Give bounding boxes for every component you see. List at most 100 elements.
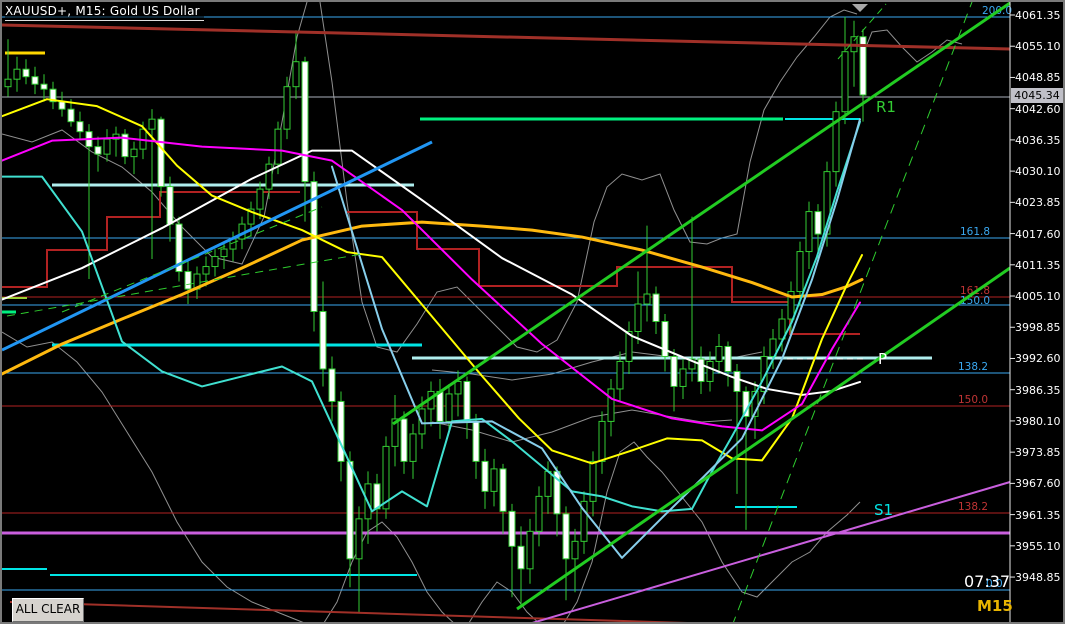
candle-body bbox=[130, 148, 138, 158]
candle-body bbox=[175, 223, 183, 273]
candle-body bbox=[778, 318, 786, 340]
candle-body bbox=[67, 108, 75, 123]
axis-price-label: 4042.60 bbox=[1015, 102, 1061, 116]
candle-body bbox=[112, 133, 120, 140]
candle-body bbox=[526, 530, 534, 570]
axis-price-label: 3955.10 bbox=[1015, 539, 1061, 553]
candle-body bbox=[22, 68, 30, 78]
axis-price-label: 3967.60 bbox=[1015, 477, 1061, 491]
candle-body bbox=[769, 338, 777, 357]
candle-body bbox=[373, 483, 381, 510]
candle-body bbox=[562, 513, 570, 560]
candle-body bbox=[724, 345, 732, 372]
axis-price-label: 4023.85 bbox=[1015, 196, 1061, 210]
level-label-fib-150r: 150.0 bbox=[958, 394, 988, 406]
candle-body bbox=[292, 61, 300, 88]
candle-body bbox=[634, 303, 642, 332]
axis-price-label: 3973.85 bbox=[1015, 446, 1061, 460]
candle-body bbox=[184, 271, 192, 290]
candle-body bbox=[355, 518, 363, 560]
candle-body bbox=[616, 360, 624, 390]
candle-body bbox=[508, 510, 516, 547]
band-line-3 bbox=[323, 521, 454, 622]
band-line-4 bbox=[468, 581, 539, 622]
candle-body bbox=[283, 86, 291, 130]
candle-body bbox=[814, 211, 822, 235]
candle-body bbox=[202, 266, 210, 275]
green-trend-upper bbox=[392, 2, 1011, 426]
down-arrow-marker bbox=[852, 4, 868, 12]
candle-body bbox=[409, 433, 417, 462]
dash-left-1 bbox=[6, 253, 363, 317]
axis-price-label: 3992.60 bbox=[1015, 352, 1061, 366]
candle-body bbox=[319, 311, 327, 370]
axis-price-label: 4061.35 bbox=[1015, 9, 1061, 22]
dash-right-steep bbox=[733, 2, 973, 622]
candle-body bbox=[391, 418, 399, 447]
candle-body bbox=[517, 545, 525, 570]
candle-body bbox=[841, 51, 849, 113]
candle-body bbox=[661, 321, 669, 357]
candle-body bbox=[265, 163, 273, 190]
candle-body bbox=[625, 330, 633, 362]
axis-price-label: 3948.85 bbox=[1015, 571, 1061, 585]
candle-body bbox=[328, 368, 336, 402]
candle-body bbox=[688, 358, 696, 370]
candle-body bbox=[76, 121, 84, 133]
candle-body bbox=[706, 360, 714, 382]
band-line-8 bbox=[859, 29, 963, 63]
candle-body bbox=[346, 460, 354, 560]
candle-body bbox=[211, 256, 219, 268]
candle-body bbox=[481, 460, 489, 492]
axis-price-label: 4048.85 bbox=[1015, 71, 1061, 85]
ma-white bbox=[2, 149, 861, 396]
candle-body bbox=[760, 355, 768, 392]
candle-body bbox=[103, 138, 111, 155]
candle-body bbox=[400, 418, 408, 462]
candle-body bbox=[652, 293, 660, 323]
candle-body bbox=[535, 495, 543, 532]
ma-paleblue bbox=[331, 118, 861, 559]
candle-body bbox=[49, 88, 57, 103]
candle-body bbox=[832, 111, 840, 173]
candle-body bbox=[598, 420, 606, 462]
axis-price-label: 4011.35 bbox=[1015, 258, 1061, 272]
candle-body bbox=[310, 181, 318, 313]
candle-body bbox=[571, 540, 579, 560]
candle-body bbox=[40, 83, 48, 90]
candle-body bbox=[544, 470, 552, 497]
candle-body bbox=[31, 76, 39, 85]
candle-body bbox=[301, 61, 309, 183]
candle-body bbox=[274, 128, 282, 165]
candle-body bbox=[454, 380, 462, 395]
candle-body bbox=[220, 248, 228, 258]
candle-body bbox=[715, 345, 723, 362]
candle-body bbox=[13, 68, 21, 80]
orchid-trend bbox=[532, 481, 1011, 622]
candle-body bbox=[472, 420, 480, 462]
axis-price-label: 3961.35 bbox=[1015, 508, 1061, 522]
candle-body bbox=[445, 393, 453, 422]
level-label-fib-0: 0.0 bbox=[986, 578, 1003, 590]
axis-price-label: 4030.10 bbox=[1015, 165, 1061, 179]
candle-body bbox=[121, 133, 129, 158]
axis-price-label: 4017.60 bbox=[1015, 227, 1061, 241]
band-line-2 bbox=[2, 331, 304, 622]
axis-price-label: 4055.10 bbox=[1015, 40, 1061, 54]
candle-body bbox=[751, 390, 759, 417]
blue-trend bbox=[2, 140, 433, 352]
dash-left-2 bbox=[61, 206, 323, 313]
candle-body bbox=[58, 101, 66, 110]
axis-price-label: 4005.10 bbox=[1015, 290, 1061, 304]
candle-body bbox=[4, 78, 12, 88]
candle-body bbox=[166, 186, 174, 225]
all-clear-button[interactable]: ALL CLEAR bbox=[12, 598, 84, 622]
candle-body bbox=[157, 118, 165, 188]
candle-body bbox=[463, 380, 471, 422]
axis-price-label: 3980.10 bbox=[1015, 414, 1061, 428]
candle-body bbox=[589, 460, 597, 502]
candle-body bbox=[256, 188, 264, 210]
candle-body bbox=[607, 388, 615, 422]
candle-body bbox=[499, 468, 507, 512]
